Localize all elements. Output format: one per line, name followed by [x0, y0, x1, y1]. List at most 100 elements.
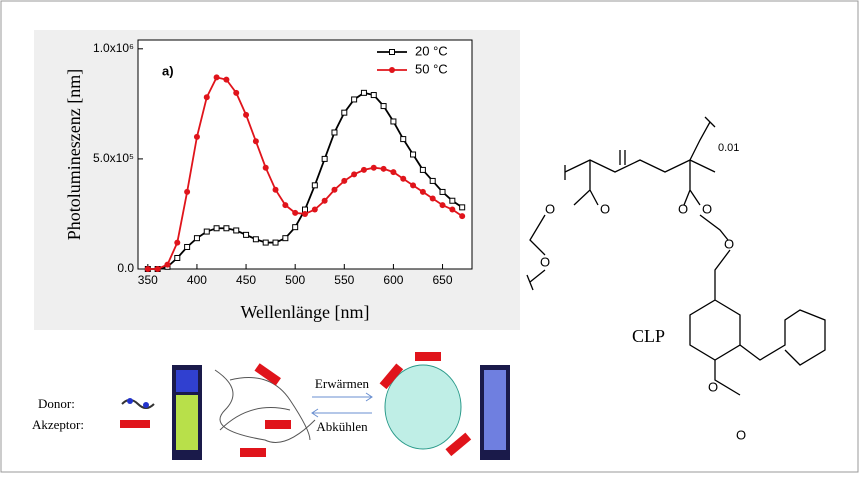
- point: [175, 255, 180, 260]
- atom: O: [724, 236, 734, 251]
- point: [342, 110, 347, 115]
- point: [351, 171, 357, 177]
- point: [312, 183, 317, 188]
- atom: O: [708, 379, 718, 394]
- point: [390, 169, 396, 175]
- point: [341, 178, 347, 184]
- figure: 0.0 5.0x10⁵ 1.0x10⁶ 350 400 450 500 550 600 650 We…: [0, 0, 860, 474]
- point: [440, 189, 445, 194]
- vial-glow: [176, 395, 198, 450]
- point: [411, 152, 416, 157]
- point: [430, 196, 436, 202]
- point: [273, 240, 278, 245]
- point: [371, 165, 377, 171]
- point: [322, 198, 328, 204]
- point: [400, 176, 406, 182]
- cool-label: Abkühlen: [316, 419, 368, 434]
- atom: O: [678, 201, 688, 216]
- point: [352, 97, 357, 102]
- donor-dot: [127, 398, 133, 404]
- point: [312, 207, 318, 213]
- subscript: 0.01: [718, 142, 739, 154]
- acceptor: [415, 352, 441, 361]
- y-axis-label: Photolumineszenz [nm]: [64, 69, 84, 240]
- atom: O: [600, 201, 610, 216]
- point: [164, 262, 170, 268]
- point: [371, 93, 376, 98]
- point: [214, 226, 219, 231]
- x-tick-label: 450: [236, 273, 256, 287]
- point: [293, 225, 298, 230]
- point: [292, 210, 298, 216]
- y-tick-label: 5.0x10⁵: [93, 151, 134, 165]
- annotation: a): [162, 63, 174, 78]
- point: [410, 182, 416, 188]
- acceptor: [265, 420, 291, 429]
- point: [145, 266, 151, 272]
- compound-label: CLP: [632, 326, 665, 346]
- donor-dot: [143, 402, 149, 408]
- point: [263, 240, 268, 245]
- point: [244, 232, 249, 237]
- point: [224, 226, 229, 231]
- x-tick-label: 650: [433, 273, 453, 287]
- legend-label: 20 °C: [415, 43, 448, 58]
- point: [450, 198, 455, 203]
- atom: O: [540, 254, 550, 269]
- point: [460, 205, 465, 210]
- vial-glow: [484, 370, 506, 450]
- heat-label: Erwärmen: [315, 376, 370, 391]
- point: [204, 94, 210, 100]
- point: [282, 202, 288, 208]
- x-tick-label: 350: [138, 273, 158, 287]
- x-axis-label: Wellenlänge [nm]: [241, 302, 370, 322]
- point: [204, 229, 209, 234]
- point: [420, 167, 425, 172]
- point: [184, 189, 190, 195]
- x-tick-label: 550: [334, 273, 354, 287]
- point: [253, 237, 258, 242]
- nanoparticle: [385, 365, 461, 449]
- vial-top: [176, 370, 198, 392]
- point: [331, 187, 337, 193]
- point: [223, 77, 229, 83]
- point: [401, 137, 406, 142]
- point: [263, 165, 269, 171]
- legend-marker: [390, 50, 395, 55]
- point: [302, 211, 308, 217]
- x-tick-label: 500: [285, 273, 305, 287]
- point: [361, 167, 367, 173]
- acceptor-icon: [120, 420, 150, 428]
- point: [214, 74, 220, 80]
- point: [253, 138, 259, 144]
- point: [322, 156, 327, 161]
- point: [185, 244, 190, 249]
- acceptor-label: Akzeptor:: [32, 417, 84, 432]
- point: [430, 178, 435, 183]
- donor-label: Donor:: [38, 396, 75, 411]
- atom: O: [545, 201, 555, 216]
- x-tick-label: 400: [187, 273, 207, 287]
- point: [459, 213, 465, 219]
- point: [283, 236, 288, 241]
- page: {"chart_data": {"type": "line", "annotat…: [0, 0, 860, 474]
- point: [194, 134, 200, 140]
- legend-marker: [389, 67, 395, 73]
- point: [233, 90, 239, 96]
- point: [449, 207, 455, 213]
- acceptor: [240, 448, 266, 457]
- atom: O: [736, 427, 746, 442]
- point: [381, 166, 387, 172]
- point: [420, 189, 426, 195]
- point: [174, 240, 180, 246]
- y-tick-label: 0.0: [117, 261, 134, 275]
- y-tick-label: 1.0x10⁶: [93, 41, 134, 55]
- point: [361, 90, 366, 95]
- point: [155, 266, 161, 272]
- point: [273, 187, 279, 193]
- x-tick-label: 600: [383, 273, 403, 287]
- point: [381, 104, 386, 109]
- point: [234, 228, 239, 233]
- atom: O: [702, 201, 712, 216]
- legend-label: 50 °C: [415, 61, 448, 76]
